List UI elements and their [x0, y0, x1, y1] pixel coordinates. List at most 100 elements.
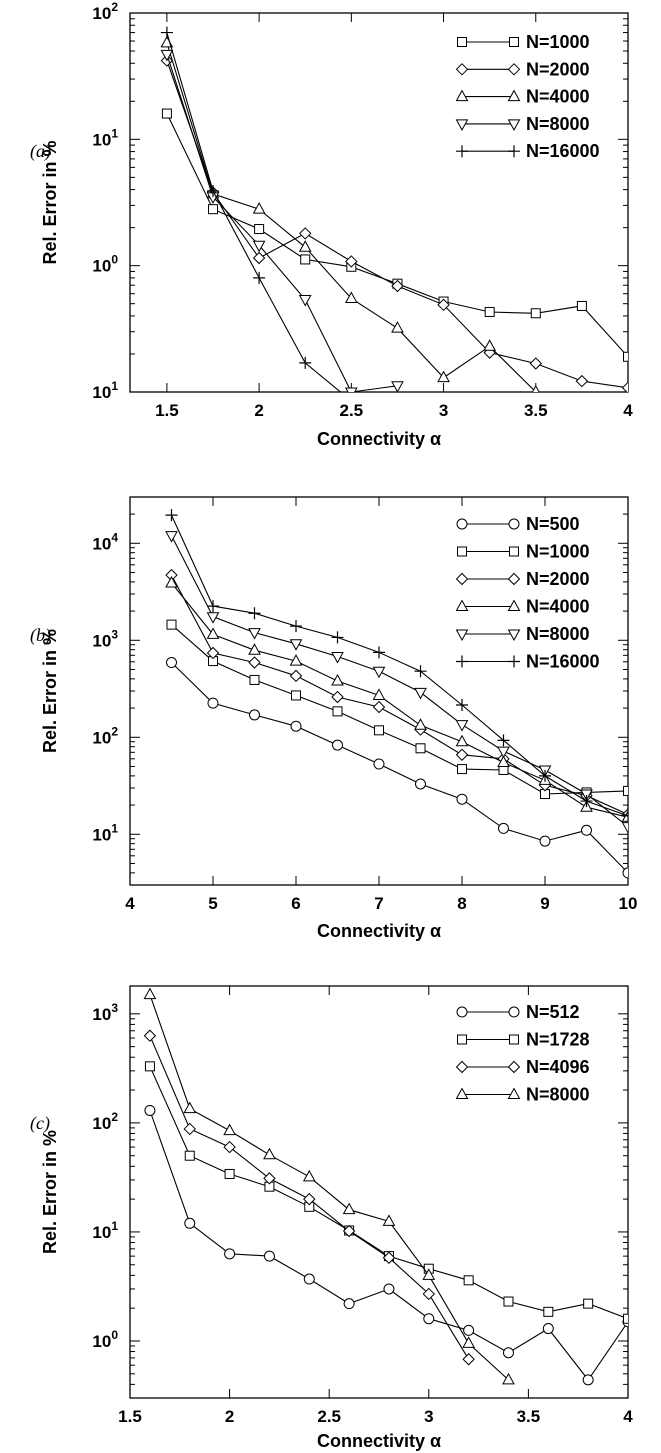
data-point-N=1000 [531, 309, 540, 318]
legend-marker [509, 1062, 520, 1073]
legend-label: N=2000 [526, 569, 590, 589]
data-point-N=500 [250, 710, 260, 720]
data-point-N=8000 [344, 1204, 355, 1214]
y-axis-title: Rel. Error in % [40, 140, 60, 264]
data-point-N=16000 [373, 646, 385, 658]
legend-marker [457, 1089, 468, 1099]
data-point-N=2000 [530, 358, 541, 369]
y-tick-label: 101 [92, 821, 118, 844]
data-point-N=1000 [485, 307, 494, 316]
data-point-N=8000 [224, 1125, 235, 1135]
legend-marker [509, 91, 520, 101]
data-point-N=8000 [304, 1171, 315, 1181]
data-point-N=2000 [254, 252, 265, 263]
legend-label: N=512 [526, 1002, 580, 1022]
data-point-N=8000 [144, 989, 155, 999]
y-tick-label: 100 [92, 1328, 118, 1351]
data-point-N=4096 [224, 1142, 235, 1153]
x-axis-title: Connectivity α [317, 1431, 441, 1451]
x-axis-title: Connectivity α [317, 429, 441, 449]
x-tick-label: 6 [291, 894, 300, 913]
y-tick-label: 102 [92, 724, 118, 747]
data-point-N=8000 [346, 388, 357, 398]
data-point-N=1728 [544, 1307, 553, 1316]
legend-marker [508, 145, 520, 157]
series-line-N=4000 [167, 43, 536, 392]
legend-marker [509, 120, 520, 130]
data-point-N=500 [208, 698, 218, 708]
data-point-N=8000 [166, 532, 177, 542]
x-tick-label: 3 [424, 1407, 433, 1426]
data-point-N=1728 [185, 1151, 194, 1160]
x-axis-title: Connectivity α [317, 921, 441, 941]
data-point-N=1728 [145, 1062, 154, 1071]
chart-panel-2: (b)4 5 6 7 8 9 10104103102101Connectivity αRel… [30, 497, 637, 941]
legend-marker [458, 38, 467, 47]
data-point-N=500 [540, 836, 550, 846]
data-point-N=1000 [250, 675, 259, 684]
y-tick-label: 103 [92, 627, 118, 650]
legend-marker [457, 120, 468, 130]
y-tick-label: 103 [92, 1001, 118, 1024]
x-tick-label: 4 [623, 1407, 633, 1426]
data-point-N=8000 [184, 1103, 195, 1113]
data-point-N=16000 [166, 509, 178, 521]
data-point-N=1728 [464, 1276, 473, 1285]
legend-marker [457, 91, 468, 101]
data-point-N=4096 [144, 1030, 155, 1041]
legend-label: N=16000 [526, 652, 600, 672]
data-point-N=8000 [463, 1337, 474, 1347]
legend-marker [457, 1062, 468, 1073]
data-point-N=8000 [503, 1374, 514, 1384]
legend-label: N=4096 [526, 1057, 590, 1077]
data-point-N=8000 [300, 295, 311, 305]
legend-marker [509, 1007, 519, 1017]
legend-marker [509, 64, 520, 75]
data-point-N=4000 [392, 322, 403, 332]
y-axis-title: Rel. Error in % [40, 1130, 60, 1254]
series-group [161, 27, 634, 407]
data-point-N=4000 [484, 340, 495, 350]
data-point-N=500 [291, 721, 301, 731]
data-point-N=8000 [264, 1149, 275, 1159]
data-point-N=512 [384, 1284, 394, 1294]
data-point-N=512 [185, 1218, 195, 1228]
legend-label: N=4000 [526, 597, 590, 617]
y-tick-label: 101 [92, 126, 118, 149]
legend-label: N=16000 [526, 141, 600, 161]
x-tick-label: 1.5 [118, 1407, 142, 1426]
x-tick-label: 5 [208, 894, 217, 913]
legend-marker [457, 1007, 467, 1017]
legend-marker [457, 64, 468, 75]
y-tick-label: 102 [92, 0, 118, 23]
data-point-N=1000 [577, 301, 586, 310]
legend-label: N=2000 [526, 59, 590, 79]
data-point-N=1000 [292, 691, 301, 700]
x-tick-label: 7 [374, 894, 383, 913]
legend-marker [458, 547, 467, 556]
legend-marker [510, 38, 519, 47]
legend-marker [510, 547, 519, 556]
data-point-N=16000 [207, 600, 219, 612]
x-tick-label: 1.5 [155, 401, 179, 420]
x-tick-label: 3.5 [517, 1407, 541, 1426]
x-tick-label: 4 [125, 894, 135, 913]
data-point-N=1728 [504, 1297, 513, 1306]
y-tick-label: 101 [92, 1219, 118, 1242]
x-tick-label: 3 [439, 401, 448, 420]
data-point-N=2000 [374, 702, 385, 713]
y-axis-title: Rel. Error in % [40, 629, 60, 753]
data-point-N=1000 [375, 726, 384, 735]
data-point-N=1000 [333, 707, 342, 716]
data-point-N=4096 [463, 1354, 474, 1365]
data-point-N=2000 [291, 670, 302, 681]
data-point-N=512 [145, 1105, 155, 1115]
legend-marker [457, 630, 468, 640]
data-point-N=8000 [415, 688, 426, 698]
data-point-N=512 [424, 1314, 434, 1324]
series-line-N=4000 [172, 583, 629, 817]
data-point-N=512 [344, 1299, 354, 1309]
legend-label: N=8000 [526, 1085, 590, 1105]
y-tick-label: 100 [92, 253, 118, 276]
